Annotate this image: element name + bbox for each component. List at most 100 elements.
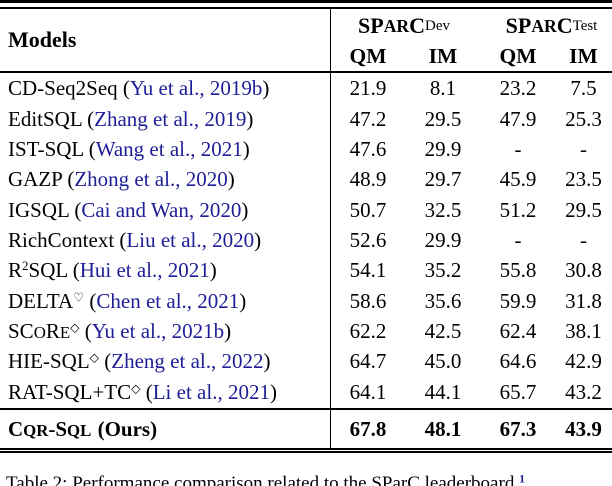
models-column-header: Models [8,27,77,52]
value-cell: 42.9 [565,349,602,374]
table-row: IST-SQL (Wang et al., 2021) 47.6 29.9 - - [0,134,612,164]
table-row: RichContext (Liu et al., 2020) 52.6 29.9 - - [0,225,612,255]
value-cell: 35.2 [424,258,462,283]
footnote-link[interactable]: 1 [519,472,525,486]
table-bottom-rule-inner [0,451,612,454]
metric-header-im-dev: IM [428,43,458,68]
table-row: R2SQL (Hui et al., 2021) 54.1 35.2 55.8 30.8 [0,256,612,286]
citation-link[interactable]: Chen et al., 2021 [96,288,240,313]
model-name-cell: GAZP (Zhong et al., 2020) [8,167,235,192]
value-cell: - [580,227,587,252]
value-cell: 7.5 [570,76,597,101]
value-cell: 29.9 [424,227,462,252]
value-cell: 29.5 [565,197,602,222]
citation-link[interactable]: Li et al., 2021 [152,379,270,404]
value-cell: 29.7 [424,167,462,192]
caption-text: Performance comparison related to the SP… [72,473,520,486]
value-cell: 65.7 [499,379,537,404]
table-body: CD-Seq2Seq (Yu et al., 2019b) 21.9 8.1 23.2… [0,74,612,408]
value-cell: 45.9 [499,167,537,192]
value-cell: 32.5 [424,197,462,222]
value-cell: 64.1 [349,379,387,404]
citation-link[interactable]: Hui et al., 2021 [79,258,210,283]
value-cell: 21.9 [349,76,387,101]
metric-headers: QM IM QM IM [331,42,612,70]
citation-link[interactable]: Cai and Wan, 2020 [81,197,242,222]
metric-header-qm-dev: QM [349,43,387,68]
model-name-cell: RAT-SQL+TC◇ (Li et al., 2021) [8,379,277,404]
model-name-cell: RichContext (Liu et al., 2020) [8,227,262,252]
table-row: SCORE◇ (Yu et al., 2021b) 62.2 42.5 62.4 38.… [0,316,612,346]
value-cell: 67.3 [499,416,537,441]
value-cell: - [514,136,522,161]
value-cell: - [514,227,522,252]
value-cell: 50.7 [349,197,387,222]
value-cell: 59.9 [499,288,537,313]
citation-link[interactable]: Wang et al., 2021 [95,136,243,161]
citation-link[interactable]: Zheng et al., 2022 [111,349,264,374]
table-row: CD-Seq2Seq (Yu et al., 2019b) 21.9 8.1 23.2… [0,74,612,104]
value-cell: - [580,136,587,161]
value-cell: 44.1 [424,379,462,404]
rule-above-ours-row [0,408,612,410]
dataset-group-headers: SP AR C Dev SP AR C Test [331,10,612,42]
value-cell: 23.2 [499,76,537,101]
model-name-cell: EditSQL (Zhang et al., 2019) [8,106,254,131]
value-cell: 64.7 [349,349,387,374]
table-row-ours: CQR-SQL (Ours) 67.8 48.1 67.3 43.9 [0,410,612,448]
citation-link[interactable]: Liu et al., 2020 [126,227,255,252]
model-name-cell: CQR-SQL (Ours) [0,417,331,442]
group-header-sparc-dev: SP AR C Dev [358,13,450,38]
table-bottom-rule-outer [0,447,612,450]
header-bottom-rule [0,71,612,73]
value-cell: 48.9 [349,167,387,192]
table-row: DELTA♡ (Chen et al., 2021) 58.6 35.6 59.9 31… [0,286,612,316]
citation-link[interactable]: Zhong et al., 2020 [74,167,228,192]
table-header: Models SP AR C Dev SP AR C Test QM IM QM IM [0,9,612,71]
value-cell: 31.8 [565,288,602,313]
table-row: IGSQL (Cai and Wan, 2020) 50.7 32.5 51.2 29.… [0,195,612,225]
model-name-cell: CD-Seq2Seq (Yu et al., 2019b) [8,76,270,101]
value-cell: 47.9 [499,106,537,131]
value-cell: 43.2 [565,379,602,404]
table-row: EditSQL (Zhang et al., 2019) 47.2 29.5 47.9… [0,104,612,134]
value-cell: 55.8 [499,258,537,283]
value-cell: 23.5 [565,167,602,192]
table-top-rule-outer [0,0,612,3]
citation-link[interactable]: Zhang et al., 2019 [94,106,247,131]
table-caption: Table 2: Performance comparison related … [6,473,610,486]
value-cell: 47.6 [349,136,387,161]
value-cell: 29.9 [424,136,462,161]
value-cell: 43.9 [565,416,602,441]
citation-link[interactable]: Yu et al., 2021b [91,319,225,344]
value-cell: 62.4 [499,319,537,344]
metric-header-qm-test: QM [499,43,537,68]
value-cell: 67.8 [349,416,387,441]
value-cell: 48.1 [424,416,462,441]
value-cell: 25.3 [565,106,602,131]
model-name-cell: HIE-SQL◇ (Zheng et al., 2022) [8,349,271,374]
metric-header-im-test: IM [569,43,598,68]
value-cell: 38.1 [565,319,602,344]
table-top-rule-inner [0,7,612,9]
group-header-sparc-test: SP AR C Test [505,13,598,38]
model-name-cell: IST-SQL (Wang et al., 2021) [8,136,250,161]
model-name-cell: R2SQL (Hui et al., 2021) [8,258,217,283]
value-cell: 45.0 [424,349,462,374]
model-name-cell: SCORE◇ (Yu et al., 2021b) [8,319,232,344]
citation-link[interactable]: Yu et al., 2019b [129,76,263,101]
value-cell: 8.1 [429,76,457,101]
model-name-cell: IGSQL (Cai and Wan, 2020) [8,197,249,222]
model-name-cell: DELTA♡ (Chen et al., 2021) [8,288,247,313]
value-cell: 42.5 [424,319,462,344]
value-cell: 64.6 [499,349,537,374]
value-cell: 62.2 [349,319,387,344]
value-cell: 51.2 [499,197,537,222]
value-cell: 29.5 [424,106,462,131]
table-row: RAT-SQL+TC◇ (Li et al., 2021) 64.1 44.1 65.… [0,377,612,407]
value-cell: 30.8 [565,258,602,283]
value-cell: 58.6 [349,288,387,313]
caption-label: Table 2: [6,473,68,486]
table-row: HIE-SQL◇ (Zheng et al., 2022) 64.7 45.0 64.… [0,347,612,377]
